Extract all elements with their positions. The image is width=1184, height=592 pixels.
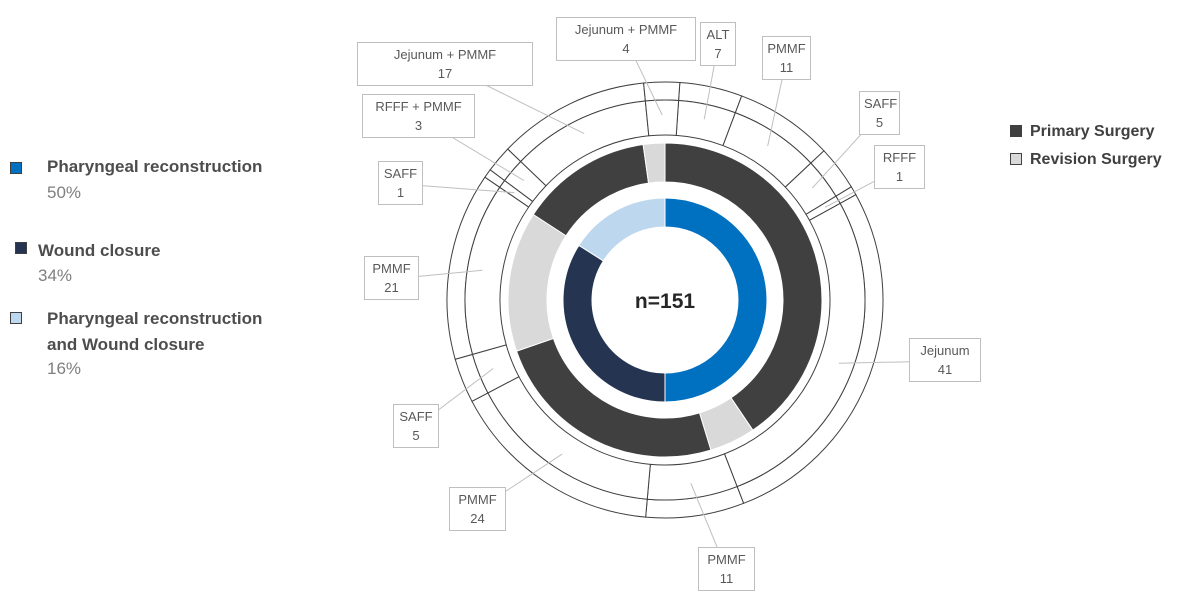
segment-label-name: RFFF <box>882 150 917 165</box>
inner-ring-segment <box>664 197 768 403</box>
left-legend: Pharyngeal reconstruction 50% Wound clos… <box>10 0 310 592</box>
segment-label-name: Jejunum + PMMF <box>393 47 497 62</box>
segment-label-name: Jejunum + PMMF <box>574 22 678 37</box>
right-legend: Primary Surgery Revision Surgery <box>1010 0 1180 200</box>
segment-label-name: PMMF <box>767 41 806 56</box>
inner-ring-segment <box>578 197 666 262</box>
segment-label-name: SAFF <box>383 166 418 181</box>
legend-item-revision: Revision Surgery <box>1010 151 1162 169</box>
center-label: n=151 <box>635 290 695 313</box>
legend-swatch <box>15 242 27 254</box>
segment-label-name: PMMF <box>707 552 746 567</box>
segment-label-value: 1 <box>396 185 405 200</box>
middle-ring-segment <box>507 213 567 352</box>
legend-swatch <box>1010 125 1022 137</box>
legend-percent: 16% <box>47 359 82 378</box>
outer-ring-segment <box>643 81 681 102</box>
inner-ring-segment <box>562 244 666 403</box>
segment-label-box: PMMF 24 <box>449 487 506 531</box>
legend-percent: 34% <box>38 266 73 285</box>
outer-ring-segment <box>644 99 680 137</box>
segment-label-box: Jejunum + PMMF 17 <box>357 42 533 86</box>
segment-label-name: Jejunum <box>920 343 970 358</box>
legend-swatch <box>10 312 22 324</box>
segment-label-box: SAFF 5 <box>859 91 900 135</box>
legend-swatch <box>1010 153 1022 165</box>
legend-swatch <box>10 162 22 174</box>
segment-label-box: PMMF 21 <box>364 256 419 300</box>
segment-label-box: SAFF 5 <box>393 404 439 448</box>
segment-label-name: SAFF <box>399 409 433 424</box>
segment-label-value: 11 <box>719 571 734 586</box>
legend-name: Primary Surgery <box>1030 123 1155 140</box>
segment-label-value: 21 <box>384 280 399 295</box>
segment-label-value: 5 <box>412 428 420 443</box>
segment-label-value: 11 <box>779 60 794 75</box>
segment-label-box: RFFF 1 <box>874 145 925 189</box>
legend-name: Wound closure <box>38 241 161 260</box>
segment-label-value: 3 <box>414 118 423 133</box>
segment-label-box: ALT 7 <box>700 22 736 66</box>
segment-label-box: RFFF + PMMF 3 <box>362 94 475 138</box>
segment-label-value: 4 <box>622 41 630 56</box>
segment-label-value: 5 <box>875 115 884 130</box>
segment-label-box: Jejunum 41 <box>909 338 981 382</box>
segment-label-box: Jejunum + PMMF 4 <box>556 17 696 61</box>
segment-label-name: PMMF <box>372 261 411 276</box>
segment-label-value: 17 <box>437 66 453 81</box>
segment-label-name: ALT <box>706 27 730 42</box>
segment-label-value: 7 <box>714 46 722 61</box>
middle-ring-segment <box>664 142 823 431</box>
legend-name-line2: and Wound closure <box>47 335 205 354</box>
middle-ring-segment <box>642 142 666 184</box>
segment-label-value: 24 <box>470 511 485 526</box>
segment-label-value: 41 <box>937 362 953 377</box>
legend-name: Pharyngeal reconstruction <box>47 309 263 328</box>
legend-item-primary: Primary Surgery <box>1010 123 1155 141</box>
segment-label-box: PMMF 11 <box>698 547 755 591</box>
legend-percent: 50% <box>47 183 82 202</box>
segment-label-value: 1 <box>895 169 904 184</box>
legend-name: Revision Surgery <box>1030 151 1162 168</box>
segment-label-name: PMMF <box>458 492 497 507</box>
segment-label-name: RFFF + PMMF <box>375 99 462 114</box>
segment-label-box: PMMF 11 <box>762 36 811 80</box>
segment-label-name: SAFF <box>864 96 898 111</box>
segment-label-box: SAFF 1 <box>378 161 423 205</box>
legend-name: Pharyngeal reconstruction <box>47 157 263 176</box>
